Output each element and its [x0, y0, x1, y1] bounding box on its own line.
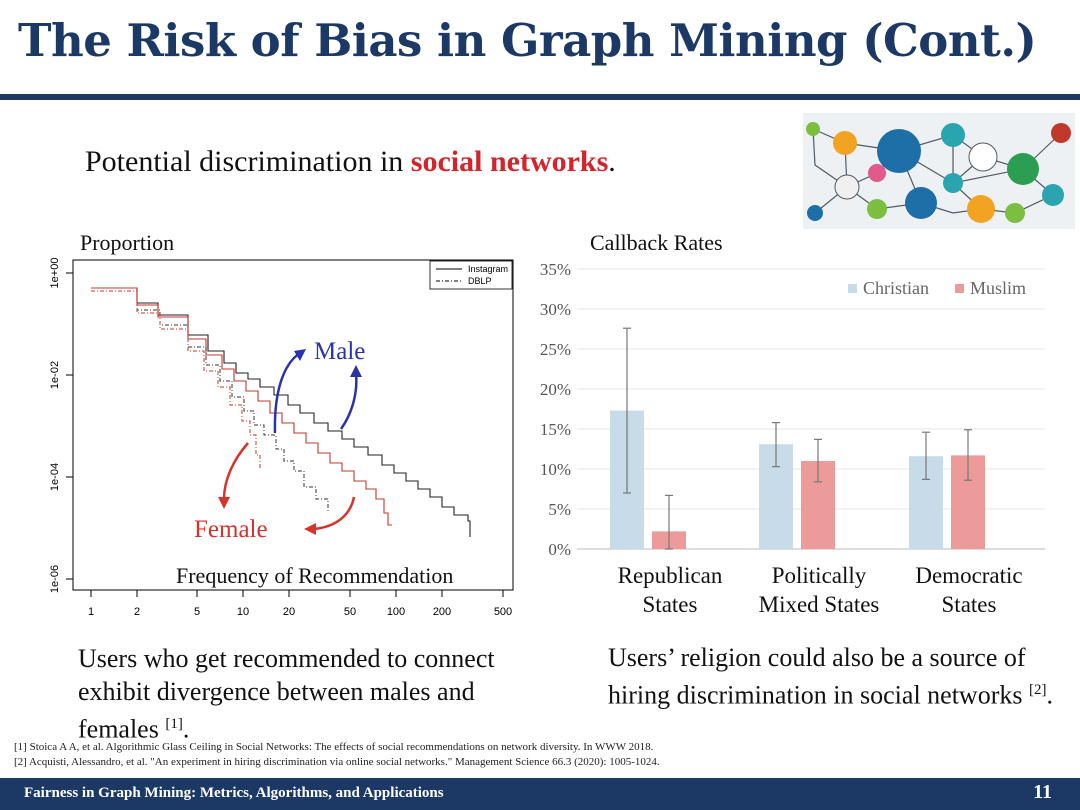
- y-tick-label: 0%: [548, 540, 571, 559]
- legend-swatch-muslim: [955, 284, 964, 293]
- title-divider: [0, 94, 1080, 100]
- degree-distribution-plot: 1e+00 1e-02 1e-04 1e-06 1 2 5 10 20 50 1…: [49, 258, 514, 618]
- female-label: Female: [194, 516, 268, 543]
- callback-rates-chart: 0% 5% 10% 15% 20% 25% 30% 35% Christian Muslim R…: [540, 260, 1045, 617]
- footer-bar: [0, 778, 1080, 810]
- x-tick-label: 2: [134, 606, 140, 618]
- x-tick-label: 100: [387, 606, 405, 618]
- legend-instagram: Instagram: [468, 264, 508, 274]
- plot-frame: [72, 259, 514, 591]
- dblp-male-curve: [91, 290, 329, 513]
- legend-muslim: Muslim: [970, 278, 1026, 298]
- female-arrows: [222, 442, 356, 531]
- female-arrowhead: [218, 497, 230, 509]
- x-tick-label: 200: [433, 606, 451, 618]
- male-arrows: [273, 351, 358, 434]
- left-caption-period: .: [182, 714, 190, 744]
- instagram-female-curve: [91, 287, 392, 526]
- subtitle-text: Potential discrimination in: [85, 145, 411, 178]
- slide-subtitle: Potential discrimination in social netwo…: [85, 145, 616, 179]
- category-label: States: [643, 592, 698, 617]
- subtitle-highlight: social networks: [410, 145, 609, 178]
- x-tick-label: 20: [283, 606, 295, 618]
- legend-swatch-christian: [848, 284, 857, 293]
- male-arrowhead: [294, 349, 306, 361]
- x-tick-label: 10: [237, 606, 249, 618]
- dblp-female-curve: [91, 290, 261, 469]
- page-number: 11: [1033, 781, 1052, 803]
- category-label: Democratic: [915, 563, 1022, 588]
- left-xlabel: Frequency of Recommendation: [176, 563, 453, 588]
- left-caption: Users who get recommended to connect exh…: [78, 642, 518, 746]
- left-caption-text: Users who get recommended to connect exh…: [78, 644, 495, 744]
- legend-dblp: DBLP: [468, 276, 492, 286]
- right-caption-text: Users’ religion could also be a source o…: [608, 643, 1026, 710]
- right-caption-ref: [2]: [1029, 682, 1047, 698]
- y-tick-label: 1e+00: [49, 258, 61, 289]
- category-label: States: [942, 592, 997, 617]
- male-arrowhead: [350, 365, 362, 377]
- x-tick-label: 500: [494, 606, 512, 618]
- y-tick-label: 15%: [540, 420, 571, 439]
- y-tick-label: 20%: [540, 380, 571, 399]
- y-tick-label: 25%: [540, 340, 571, 359]
- slide-title: The Risk of Bias in Graph Mining (Cont.): [18, 14, 1037, 67]
- y-tick-label: 10%: [540, 460, 571, 479]
- category-label: Politically: [772, 563, 867, 588]
- chart-title: Callback Rates: [590, 230, 723, 255]
- y-tick-label: 5%: [548, 500, 571, 519]
- reference-2: [2] Acquisti, Alessandro, et al. "An exp…: [14, 756, 660, 768]
- left-ylabel: Proportion: [80, 230, 175, 255]
- y-tick-label: 1e-02: [49, 361, 61, 389]
- social-network-illustration: [803, 113, 1075, 229]
- category-label: Republican: [618, 563, 723, 588]
- left-caption-ref: [1]: [165, 716, 183, 732]
- instagram-male-curve: [91, 287, 471, 537]
- y-tick-label: 1e-04: [49, 463, 61, 491]
- x-tick-label: 1: [88, 606, 94, 618]
- y-tick-label: 1e-06: [49, 565, 61, 593]
- right-caption: Users’ religion could also be a source o…: [608, 641, 1058, 712]
- y-tick-label: 30%: [540, 300, 571, 319]
- reference-1: [1] Stoica A A, et al. Algorithmic Glass…: [14, 741, 654, 753]
- legend-christian: Christian: [863, 278, 929, 298]
- x-tick-label: 50: [344, 606, 356, 618]
- footer-title: Fairness in Graph Mining: Metrics, Algor…: [24, 785, 444, 801]
- right-caption-period: .: [1046, 680, 1054, 710]
- subtitle-period: .: [608, 145, 616, 178]
- category-label: Mixed States: [759, 592, 880, 617]
- y-tick-label: 35%: [540, 260, 571, 279]
- plot-legend: [429, 260, 513, 290]
- x-tick-label: 5: [194, 606, 200, 618]
- female-arrowhead: [304, 523, 316, 535]
- male-label: Male: [314, 338, 365, 365]
